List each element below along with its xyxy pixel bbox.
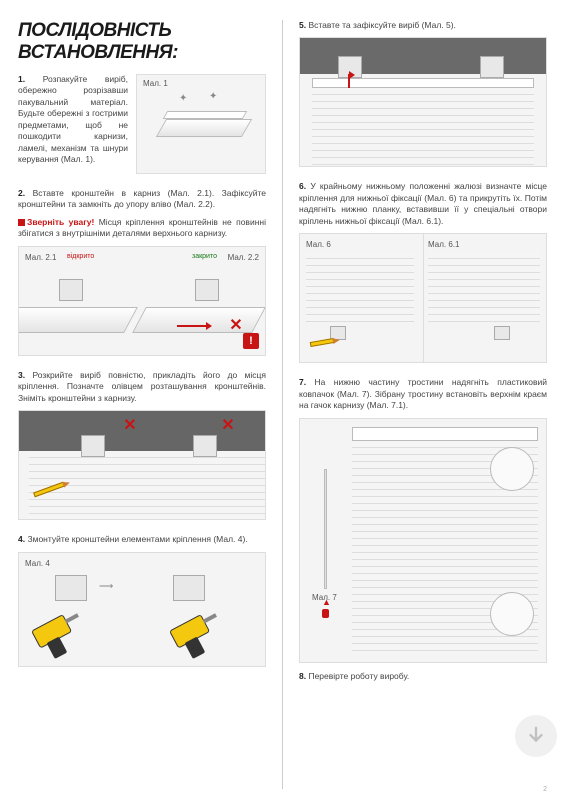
blinds-right-icon [428, 252, 540, 322]
rail-illustration-icon [156, 119, 252, 137]
open-label: відкрито [67, 253, 94, 260]
column-divider [282, 20, 283, 789]
figure-4-label: Мал. 4 [25, 559, 50, 568]
figure-7: Мал. 7 Мал. 7.1 ▲ [299, 418, 547, 663]
bottom-clip-icon [494, 326, 510, 340]
bracket-closed-icon [195, 279, 219, 301]
bracket-icon [81, 435, 105, 457]
warning-square-icon [18, 219, 25, 226]
step-5-text: 5. Вставте та зафіксуйте виріб (Мал. 5). [299, 20, 547, 31]
figure-5: Мал. 5 [299, 37, 547, 167]
page-number: 2 [543, 786, 547, 793]
bracket-icon [480, 56, 504, 78]
step-2-text: 2. Вставте кронштейн в карниз (Мал. 2.1)… [18, 188, 266, 211]
figure-6-1-label: Мал. 6.1 [428, 240, 459, 249]
figure-6-label: Мал. 6 [306, 240, 331, 249]
pencil-icon [310, 338, 335, 347]
blinds-icon [312, 88, 534, 166]
bracket-icon [193, 435, 217, 457]
wand-cap-icon [322, 609, 329, 618]
figure-2: Мал. 2.1 Мал. 2.2 відкрито закрито ✕ ! [18, 246, 266, 356]
arrow-red-icon [177, 325, 207, 327]
bracket-mount-icon [173, 575, 205, 601]
step-2-warning: Зверніть увагу! Місця кріплення кронштей… [18, 217, 266, 240]
rail-right-icon [132, 307, 266, 333]
step-8-text: 8. Перевірте роботу виробу. [299, 671, 547, 682]
drill-icon [169, 607, 231, 664]
figure-1: Мал. 1 ✦ ✦ [136, 74, 266, 174]
headrail-icon [352, 427, 538, 441]
zoom-circle-icon [490, 592, 534, 636]
screw-icon: ✦ [209, 91, 217, 102]
bracket-open-icon [59, 279, 83, 301]
left-column: ПОСЛІДОВНІСТЬ ВСТАНОВЛЕННЯ: 1. Розпакуйт… [18, 20, 266, 789]
step-1-text: 1. Розпакуйте виріб, обережно розрізавши… [18, 74, 128, 168]
step-7-text: 7. На нижню частину тростини надягніть п… [299, 377, 547, 411]
watermark-icon [515, 715, 557, 757]
drill-icon [31, 607, 93, 664]
x-mark-icon: ✕ [229, 319, 243, 333]
figure-4: Мал. 4 ⟶ [18, 552, 266, 667]
right-column: 5. Вставте та зафіксуйте виріб (Мал. 5).… [299, 20, 547, 789]
rail-top-icon [163, 111, 248, 119]
closed-label: закрито [192, 253, 217, 260]
arrow-up-icon: ▲ [322, 597, 331, 607]
blinds-left-icon [306, 252, 414, 322]
rail-left-icon [18, 307, 138, 333]
figure-6: Мал. 6 Мал. 6.1 [299, 233, 547, 363]
screw-icon: ✦ [179, 93, 187, 104]
headrail-icon [312, 78, 534, 88]
figure-3: Мал. 3 ✕ ✕ [18, 410, 266, 520]
arrow-down-icon [348, 74, 350, 88]
fig-split-icon [423, 234, 424, 362]
figure-2-1-label: Мал. 2.1 [25, 253, 56, 262]
page: ПОСЛІДОВНІСТЬ ВСТАНОВЛЕННЯ: 1. Розпакуйт… [0, 0, 565, 799]
figure-2-2-label: Мал. 2.2 [228, 253, 259, 262]
wall-dark-icon [300, 38, 546, 74]
step-6-text: 6. У крайньому нижньому положенні жалюзі… [299, 181, 547, 227]
wand-stick-icon [324, 469, 327, 589]
x-mark-icon: ✕ [221, 419, 235, 433]
warning-box-icon: ! [243, 333, 259, 349]
step-3-text: 3. Розкрийте виріб повністю, прикладіть … [18, 370, 266, 404]
bracket-mount-icon [55, 575, 87, 601]
step-4-text: 4. Змонтуйте кронштейни елементами кріпл… [18, 534, 266, 545]
screw-icon: ⟶ [99, 581, 113, 592]
x-mark-icon: ✕ [123, 419, 137, 433]
page-title: ПОСЛІДОВНІСТЬ ВСТАНОВЛЕННЯ: [18, 20, 266, 64]
zoom-circle-icon [490, 447, 534, 491]
step-1: 1. Розпакуйте виріб, обережно розрізавши… [18, 74, 266, 174]
figure-1-label: Мал. 1 [143, 79, 168, 88]
